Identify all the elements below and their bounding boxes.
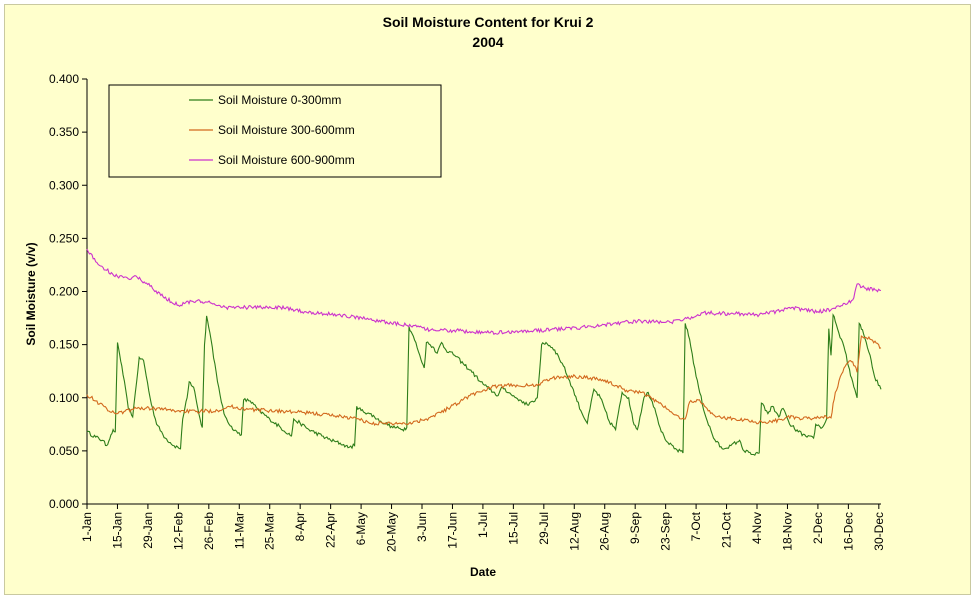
x-tick-label: 11-Mar: [232, 512, 246, 549]
x-tick-label: 21-Oct: [720, 511, 734, 548]
x-tick-label: 25-Mar: [263, 512, 277, 550]
series-line: [86, 335, 882, 426]
y-tick-label: 0.100: [49, 391, 79, 405]
y-tick-label: 0.250: [49, 231, 79, 245]
chart-subtitle: 2004: [472, 34, 503, 50]
legend-label: Soil Moisture 600-900mm: [218, 153, 355, 167]
x-tick-label: 3-Jun: [415, 512, 429, 542]
x-tick-label: 15-Jan: [110, 512, 124, 549]
y-tick-label: 0.300: [49, 178, 79, 192]
x-tick-label: 9-Sep: [628, 512, 642, 544]
series-line: [86, 313, 882, 456]
y-axis: 0.000 0.050 0.100 0.150 0.200 0.250 0.300 0.350…: [49, 72, 88, 511]
x-tick-label: 22-Apr: [324, 512, 338, 548]
x-tick-label: 15-Jul: [506, 512, 520, 545]
x-tick-label: 18-Nov: [780, 512, 794, 551]
chart-area: Soil Moisture Content for Krui 2 2004 Da…: [4, 4, 971, 595]
y-tick-label: 0.400: [49, 72, 79, 86]
y-tick-label: 0.150: [49, 338, 79, 352]
x-tick-label: 30-Dec: [872, 512, 886, 551]
x-axis: 1-Jan 15-Jan 29-Jan 12-Feb 26-Feb 11-Mar 25-Ma…: [80, 503, 886, 552]
x-tick-label: 16-Dec: [841, 512, 855, 551]
x-tick-label: 4-Nov: [750, 512, 764, 544]
y-tick-label: 0.200: [49, 285, 79, 299]
line-chart: Soil Moisture Content for Krui 2 2004 Da…: [24, 14, 886, 579]
x-tick-label: 6-May: [354, 512, 368, 545]
y-tick-label: 0.350: [49, 125, 79, 139]
series-line: [86, 248, 882, 336]
legend: Soil Moisture 0-300mm Soil Moisture 300-6…: [108, 84, 442, 178]
x-tick-label: 20-May: [385, 512, 399, 552]
x-tick-label: 12-Feb: [171, 512, 185, 550]
legend-label: Soil Moisture 0-300mm: [218, 93, 341, 107]
x-tick-label: 23-Sep: [659, 512, 673, 551]
y-axis-title: Soil Moisture (v/v): [24, 242, 38, 345]
x-tick-label: 26-Feb: [202, 512, 216, 550]
x-tick-label: 8-Apr: [293, 512, 307, 541]
x-tick-label: 2-Dec: [811, 512, 825, 544]
x-tick-label: 1-Jan: [80, 512, 94, 542]
legend-box: [108, 84, 442, 178]
x-tick-label: 1-Jul: [476, 512, 490, 538]
x-axis-title: Date: [470, 565, 496, 579]
x-tick-label: 26-Aug: [598, 512, 612, 551]
legend-label: Soil Moisture 300-600mm: [218, 123, 355, 137]
x-tick-label: 17-Jun: [445, 512, 459, 549]
x-tick-label: 7-Oct: [689, 511, 703, 541]
y-tick-label: 0.000: [49, 497, 79, 511]
y-tick-label: 0.050: [49, 444, 79, 458]
x-tick-label: 29-Jul: [537, 512, 551, 545]
x-tick-label: 12-Aug: [567, 512, 581, 551]
chart-title: Soil Moisture Content for Krui 2: [383, 14, 594, 30]
series-layer: [86, 248, 882, 456]
x-tick-label: 29-Jan: [141, 512, 155, 549]
